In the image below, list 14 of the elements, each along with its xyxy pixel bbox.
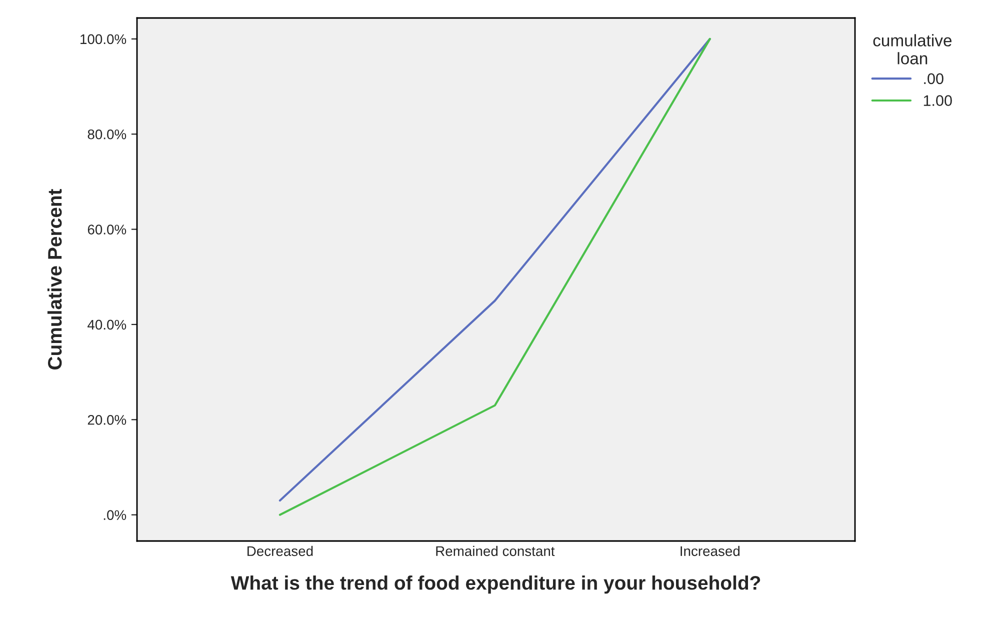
legend-title: cumulative loan (873, 34, 952, 64)
y-tick-label: 20.0% (88, 414, 126, 425)
y-tick-label: 80.0% (88, 129, 126, 140)
legend-label: 1.00 (924, 95, 952, 106)
legend-label: .00 (924, 73, 944, 84)
y-tick-label: 100.0% (80, 34, 126, 44)
x-axis-title: What is the trend of food expenditure in your household? (230, 575, 760, 594)
x-tick-label: Increased (680, 546, 740, 556)
y-axis-title: Cumulative Percent (47, 188, 62, 370)
x-tick-label: Remained constant (436, 546, 555, 556)
y-tick-label: 60.0% (88, 224, 126, 234)
x-tick-label: Decreased (248, 546, 313, 556)
y-tick-label: 40.0% (88, 320, 126, 330)
y-tick-label: .0% (104, 510, 126, 520)
